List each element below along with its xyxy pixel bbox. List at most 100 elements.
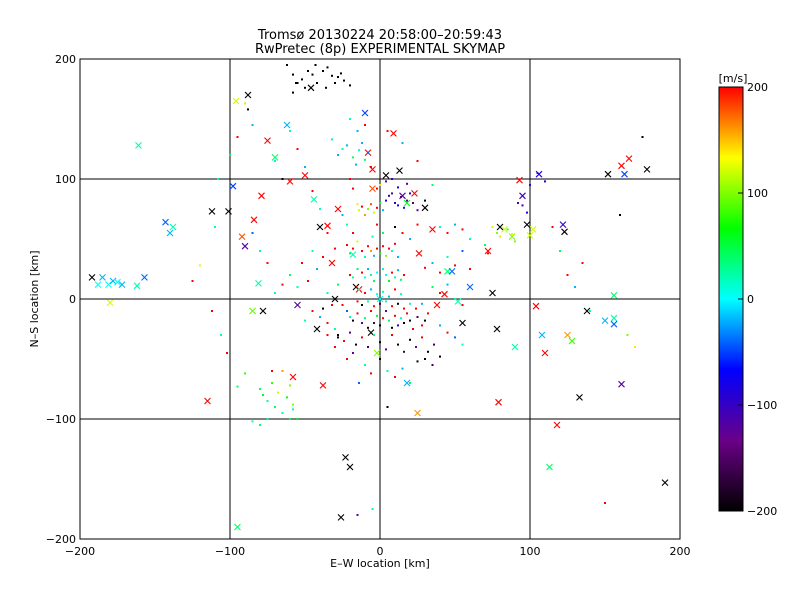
data-point-dot xyxy=(274,292,276,294)
data-point-cross xyxy=(271,154,279,161)
data-point-dot xyxy=(289,384,291,387)
data-point-dot xyxy=(311,250,314,252)
data-point-dot xyxy=(574,286,576,288)
data-point-dot xyxy=(281,370,284,372)
data-point-dot xyxy=(301,78,303,81)
data-point-cross xyxy=(643,166,651,173)
data-point-dot xyxy=(379,276,381,279)
data-point-cross xyxy=(564,331,571,339)
data-point-dot xyxy=(421,324,423,327)
data-point-dot xyxy=(311,73,314,76)
data-point-dot xyxy=(454,298,456,300)
data-point-dot xyxy=(370,250,372,252)
data-point-cross xyxy=(516,176,523,184)
data-point-dot xyxy=(364,214,366,216)
data-point-dot xyxy=(403,350,405,353)
data-point-dot xyxy=(337,283,339,286)
data-point-dot xyxy=(421,302,423,305)
data-point-dot xyxy=(356,300,359,303)
data-point-dot xyxy=(220,334,222,336)
data-point-dot xyxy=(412,202,414,204)
data-point-dot xyxy=(536,172,539,174)
data-point-dot xyxy=(388,247,390,250)
data-point-dot xyxy=(341,148,344,150)
data-point-dot xyxy=(356,312,359,315)
data-point-dot xyxy=(349,274,351,276)
data-point-dot xyxy=(385,348,387,351)
data-point-dot xyxy=(379,358,381,360)
data-point-dot xyxy=(341,304,344,306)
data-point-dot xyxy=(296,148,299,150)
data-point-dot xyxy=(361,304,363,306)
data-point-dot xyxy=(424,266,426,269)
data-point-dot xyxy=(281,178,284,180)
data-point-dot xyxy=(322,70,324,72)
data-point-dot xyxy=(376,206,378,209)
data-point-dot xyxy=(226,352,228,354)
data-point-cross xyxy=(289,373,297,381)
data-point-dot xyxy=(376,223,378,226)
data-point-dot xyxy=(634,346,636,348)
data-point-dot xyxy=(259,388,261,390)
data-point-dot xyxy=(371,235,374,238)
colorbar-tick-label: 0 xyxy=(747,293,754,306)
data-point-dot xyxy=(247,108,249,111)
data-point-dot xyxy=(349,252,351,255)
data-point-cross xyxy=(382,172,390,179)
data-point-dot xyxy=(217,178,219,180)
x-tick-label: −200 xyxy=(65,545,95,558)
data-point-dot xyxy=(397,324,399,327)
data-point-dot xyxy=(394,242,396,245)
data-point-dot xyxy=(274,406,276,408)
data-point-cross xyxy=(466,283,474,291)
data-point-dot xyxy=(446,283,449,286)
data-point-dot xyxy=(431,286,434,288)
data-point-dot xyxy=(346,358,348,360)
data-point-dot xyxy=(370,274,372,276)
data-point-cross xyxy=(390,130,397,137)
data-point-dot xyxy=(416,160,419,162)
data-point-dot xyxy=(364,364,366,366)
data-point-dot xyxy=(355,343,357,346)
data-point-cross xyxy=(324,222,331,230)
data-point-dot xyxy=(416,360,419,363)
data-point-cross xyxy=(559,221,567,228)
data-point-dot xyxy=(400,196,402,198)
data-point-cross xyxy=(337,514,345,521)
data-point-dot xyxy=(461,250,464,252)
data-point-dot xyxy=(367,208,369,210)
data-point-cross xyxy=(258,192,265,200)
data-point-cross xyxy=(376,295,384,303)
y-tick-label: 100 xyxy=(55,173,76,186)
data-point-cross xyxy=(511,343,519,351)
data-point-dot xyxy=(604,502,606,504)
data-point-dot xyxy=(326,66,329,69)
data-point-dot xyxy=(304,86,306,89)
data-point-dot xyxy=(358,382,360,384)
data-point-dot xyxy=(409,192,411,195)
data-point-dot xyxy=(361,336,363,339)
data-point-dot xyxy=(376,187,378,190)
data-point-dot xyxy=(496,232,498,234)
data-point-cross xyxy=(342,454,349,461)
data-point-dot xyxy=(376,271,378,274)
data-point-cross xyxy=(114,278,121,286)
data-point-dot xyxy=(367,245,369,248)
data-point-dot xyxy=(409,338,411,341)
data-point-dot xyxy=(373,280,375,282)
data-point-cross xyxy=(459,319,466,327)
data-point-dot xyxy=(401,232,404,234)
data-point-dot xyxy=(388,319,390,322)
data-point-cross xyxy=(234,523,241,531)
data-point-dot xyxy=(397,256,399,258)
data-point-cross xyxy=(118,281,126,288)
data-point-dot xyxy=(292,403,294,406)
data-point-dot xyxy=(385,199,387,202)
data-point-dot xyxy=(343,79,345,82)
data-point-dot xyxy=(334,328,336,330)
data-point-cross xyxy=(568,337,576,345)
data-point-dot xyxy=(289,274,291,276)
data-point-dot xyxy=(349,118,351,120)
data-point-dot xyxy=(251,232,254,234)
data-point-dot xyxy=(388,194,390,197)
